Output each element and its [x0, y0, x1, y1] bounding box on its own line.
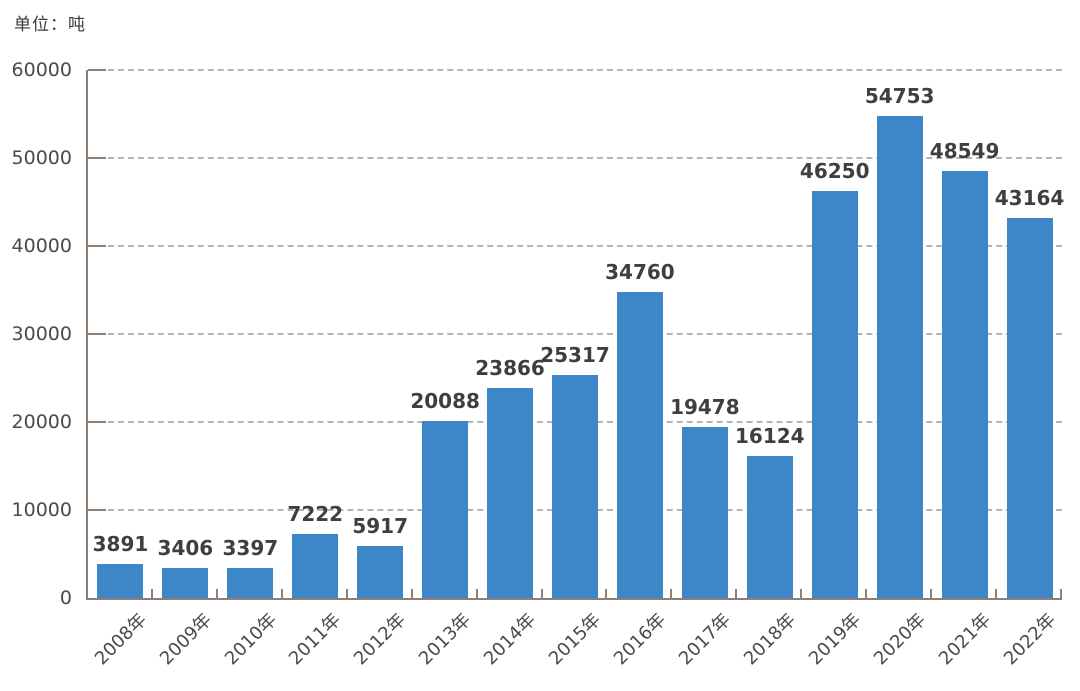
x-tick-label-2014年: 2014年 — [480, 609, 541, 670]
x-tick-label-2022年: 2022年 — [999, 609, 1060, 670]
x-axis-tick-15 — [1060, 589, 1062, 598]
bar-value-label-2012年: 5917 — [352, 513, 409, 538]
bar-2015年 — [552, 375, 598, 598]
x-axis-tick-13 — [930, 589, 933, 598]
y-axis-tick-50000 — [88, 157, 106, 159]
bar-value-label-2017年: 19478 — [670, 394, 740, 419]
x-tick-label-2009年: 2009年 — [155, 609, 216, 670]
bar-2010年 — [227, 568, 274, 598]
x-axis-tick-7 — [540, 589, 543, 598]
y-tick-label-0: 0 — [59, 587, 72, 609]
bar-value-label-2015年: 25317 — [540, 343, 610, 368]
bar-value-label-2016年: 34760 — [605, 260, 675, 285]
y-tick-label-40000: 40000 — [11, 235, 72, 257]
y-tick-label-20000: 20000 — [11, 411, 72, 433]
y-axis-tick-20000 — [88, 421, 106, 423]
x-tick-label-2010年: 2010年 — [220, 609, 281, 670]
x-tick-label-2011年: 2011年 — [285, 609, 346, 670]
bar-2019年 — [811, 191, 858, 598]
x-axis-tick-6 — [475, 589, 478, 598]
x-tick-label-2012年: 2012年 — [350, 609, 411, 670]
bar-value-label-2009年: 3406 — [157, 536, 214, 561]
x-tick-label-2008年: 2008年 — [90, 609, 151, 670]
x-tick-label-2020年: 2020年 — [869, 609, 930, 670]
y-axis-tick-60000 — [88, 69, 106, 71]
x-tick-label-2021年: 2021年 — [934, 609, 995, 670]
bar-2020年 — [876, 116, 923, 598]
bar-value-label-2020年: 54753 — [864, 84, 935, 109]
x-axis-tick-14 — [995, 589, 998, 598]
bar-2022年 — [1006, 218, 1053, 598]
x-tick-label-2019年: 2019年 — [804, 609, 865, 670]
x-tick-label-2013年: 2013年 — [415, 609, 476, 670]
x-axis-tick-11 — [800, 589, 803, 598]
y-tick-label-30000: 30000 — [11, 323, 72, 345]
x-axis-tick-5 — [410, 589, 413, 598]
bar-2013年 — [422, 421, 469, 598]
bar-2018年 — [746, 456, 793, 598]
unit-label: 单位：吨 — [14, 15, 86, 35]
bar-2009年 — [162, 568, 209, 598]
gridline-50000 — [88, 157, 1062, 159]
x-tick-label-2015年: 2015年 — [545, 609, 606, 670]
bar-value-label-2013年: 20088 — [410, 389, 480, 414]
gridline-30000 — [88, 333, 1062, 335]
y-axis-tick-40000 — [88, 245, 106, 247]
x-axis-tick-3 — [280, 589, 283, 598]
x-tick-label-2018年: 2018年 — [739, 609, 800, 670]
bar-2011年 — [292, 534, 339, 598]
x-axis-tick-1 — [150, 589, 153, 598]
plot-area: 0 10000 20000 30000 40000 50000 60000 3891 2008年… — [12, 59, 1065, 669]
y-axis-tick-30000 — [88, 333, 106, 335]
y-tick-label-50000: 50000 — [11, 147, 72, 169]
y-tick-label-60000: 60000 — [11, 59, 72, 81]
y-tick-label-10000: 10000 — [11, 499, 72, 521]
gridline-60000 — [88, 69, 1062, 71]
bar-2021年 — [941, 170, 988, 598]
bar-value-label-2008年: 3891 — [92, 531, 149, 556]
bar-value-label-2022年: 43164 — [994, 186, 1065, 211]
x-tick-label-2017年: 2017年 — [675, 609, 736, 670]
bar-2017年 — [681, 426, 728, 598]
x-axis-tick-4 — [345, 589, 348, 598]
bar-2016年 — [616, 292, 663, 598]
bar-value-label-2010年: 3397 — [222, 536, 279, 561]
x-tick-label-2016年: 2016年 — [610, 609, 671, 670]
bar-value-label-2014年: 23866 — [475, 355, 545, 380]
bar-2008年 — [97, 563, 144, 598]
y-axis-tick-10000 — [88, 509, 106, 511]
bar-2012年 — [357, 545, 404, 598]
bar-value-label-2011年: 7222 — [287, 502, 344, 527]
x-axis-tick-10 — [735, 589, 738, 598]
x-axis-tick-9 — [670, 589, 673, 598]
bar-value-label-2021年: 48549 — [929, 138, 1000, 163]
x-axis-tick-12 — [865, 589, 868, 598]
bar-2014年 — [487, 387, 534, 598]
bar-value-label-2018年: 16124 — [735, 424, 805, 449]
x-axis-tick-2 — [215, 589, 218, 598]
x-axis-tick-8 — [605, 589, 608, 598]
bar-value-label-2019年: 46250 — [799, 159, 870, 183]
gridline-40000 — [88, 245, 1062, 247]
